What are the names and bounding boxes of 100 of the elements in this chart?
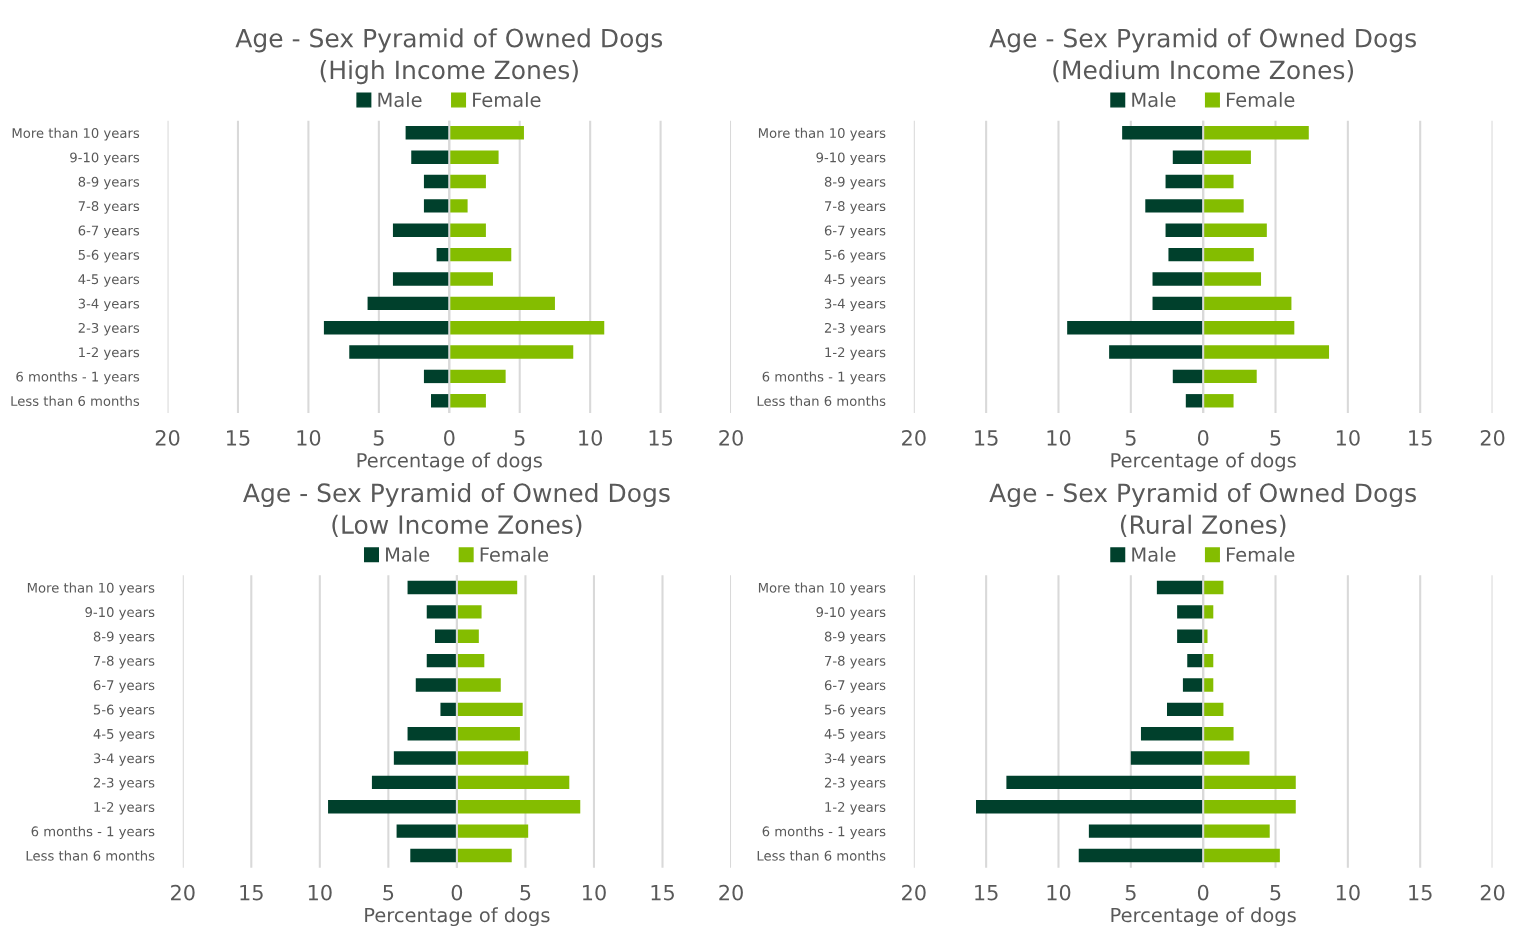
bar: [456, 800, 581, 814]
bar: [405, 126, 450, 140]
x-tick-label: 10: [308, 884, 332, 901]
bar: [1203, 629, 1208, 643]
y-tick-label: 5-6 years: [824, 704, 886, 718]
y-tick-label: 6-7 years: [824, 225, 886, 239]
legend-label: Male: [386, 546, 430, 562]
bar: [449, 150, 499, 164]
y-tick-label: Less than 6 months: [757, 850, 886, 861]
bar: [1203, 800, 1296, 814]
bar: [349, 345, 450, 359]
y-tick-label: 3-4 years: [824, 753, 886, 766]
bar: [1203, 702, 1224, 717]
x-tick-label: 15: [649, 430, 673, 446]
y-tick-label: 2-3 years: [78, 322, 140, 336]
y-tick-label: 6 months - 1 years: [16, 371, 140, 385]
legend-label: Male: [1132, 546, 1176, 562]
bar: [449, 247, 512, 262]
y-tick-label: 8-9 years: [824, 631, 886, 645]
bar: [423, 369, 450, 384]
x-axis-title: Percentage of dogs: [357, 452, 542, 472]
y-tick-label: 6-7 years: [93, 680, 155, 693]
bar: [456, 702, 523, 717]
y-tick-label: 1-2 years: [94, 802, 155, 815]
bar: [1122, 126, 1204, 140]
bar: [456, 727, 520, 741]
x-tick-label: 20: [719, 429, 743, 446]
y-tick-label: 6 months - 1 years: [762, 371, 886, 385]
bar: [456, 653, 485, 668]
y-tick-label: More than 10 years: [758, 127, 886, 141]
x-tick-label: 5: [1270, 430, 1281, 446]
y-tick-label: 8-9 years: [93, 631, 155, 645]
x-tick-label: 20: [155, 429, 180, 446]
bar: [1203, 727, 1234, 741]
bar: [1168, 247, 1204, 262]
x-tick-label: 20: [902, 429, 926, 446]
y-tick-label: More than 10 years: [758, 582, 886, 596]
bar: [1152, 272, 1204, 286]
x-tick-label: 20: [1480, 884, 1505, 901]
x-axis-title: Percentage of dogs: [1111, 907, 1296, 927]
bar: [426, 653, 457, 668]
bar: [1152, 296, 1204, 311]
x-axis-title: Percentage of dogs: [365, 907, 550, 927]
y-tick-label: 2-3 years: [824, 777, 886, 791]
legend-label: Male: [1132, 92, 1176, 108]
bar: [1203, 321, 1295, 335]
x-tick-label: 5: [520, 884, 531, 901]
bar: [396, 824, 457, 838]
y-tick-label: 4-5 years: [824, 729, 886, 742]
bar: [456, 580, 518, 595]
bar: [415, 678, 457, 692]
y-tick-label: 5-6 years: [93, 704, 155, 718]
y-tick-label: Less than 6 months: [11, 395, 140, 406]
y-tick-label: 6-7 years: [824, 680, 886, 693]
bar: [449, 223, 486, 237]
x-tick-label: 5: [1270, 884, 1281, 901]
bar: [1187, 653, 1204, 668]
bar: [407, 727, 457, 741]
x-tick-label: 10: [1336, 429, 1360, 446]
bar: [449, 126, 524, 140]
bar: [430, 394, 450, 408]
y-tick-label: 3-4 years: [824, 298, 886, 312]
bar: [367, 296, 450, 311]
x-tick-label: 10: [297, 429, 321, 446]
bar: [411, 150, 450, 164]
bar: [1172, 150, 1204, 164]
y-tick-label: 9-10 years: [816, 152, 886, 165]
x-tick-label: 10: [1336, 884, 1360, 901]
bar: [423, 199, 450, 213]
y-tick-label: 3-4 years: [78, 298, 140, 312]
bar: [426, 605, 457, 619]
y-tick-label: 5-6 years: [824, 249, 886, 263]
y-tick-label: 4-5 years: [824, 274, 886, 287]
y-tick-label: 1-2 years: [79, 347, 140, 360]
bar: [1203, 174, 1234, 189]
y-tick-label: 4-5 years: [93, 729, 155, 742]
y-tick-label: 4-5 years: [78, 274, 140, 287]
bar: [456, 678, 501, 692]
bar: [1078, 848, 1204, 863]
y-tick-label: 2-3 years: [824, 322, 886, 336]
bar: [328, 800, 457, 814]
bar: [1203, 150, 1251, 164]
bar: [1203, 247, 1254, 262]
bar: [1203, 605, 1214, 619]
bar: [1130, 751, 1204, 765]
bar: [449, 394, 486, 408]
y-tick-label: 5-6 years: [78, 249, 140, 263]
bar: [1109, 345, 1204, 359]
bar: [1006, 775, 1204, 790]
bar: [1067, 321, 1204, 335]
x-tick-label: 15: [227, 430, 250, 446]
x-tick-label: 20: [1480, 429, 1505, 446]
bar: [449, 369, 506, 384]
y-tick-label: 7-8 years: [825, 201, 886, 214]
y-tick-label: 1-2 years: [825, 347, 886, 360]
x-tick-label: 5: [1125, 430, 1136, 446]
bar: [434, 629, 457, 643]
bar: [1203, 751, 1250, 765]
bar: [407, 580, 457, 595]
bar: [1156, 580, 1204, 595]
